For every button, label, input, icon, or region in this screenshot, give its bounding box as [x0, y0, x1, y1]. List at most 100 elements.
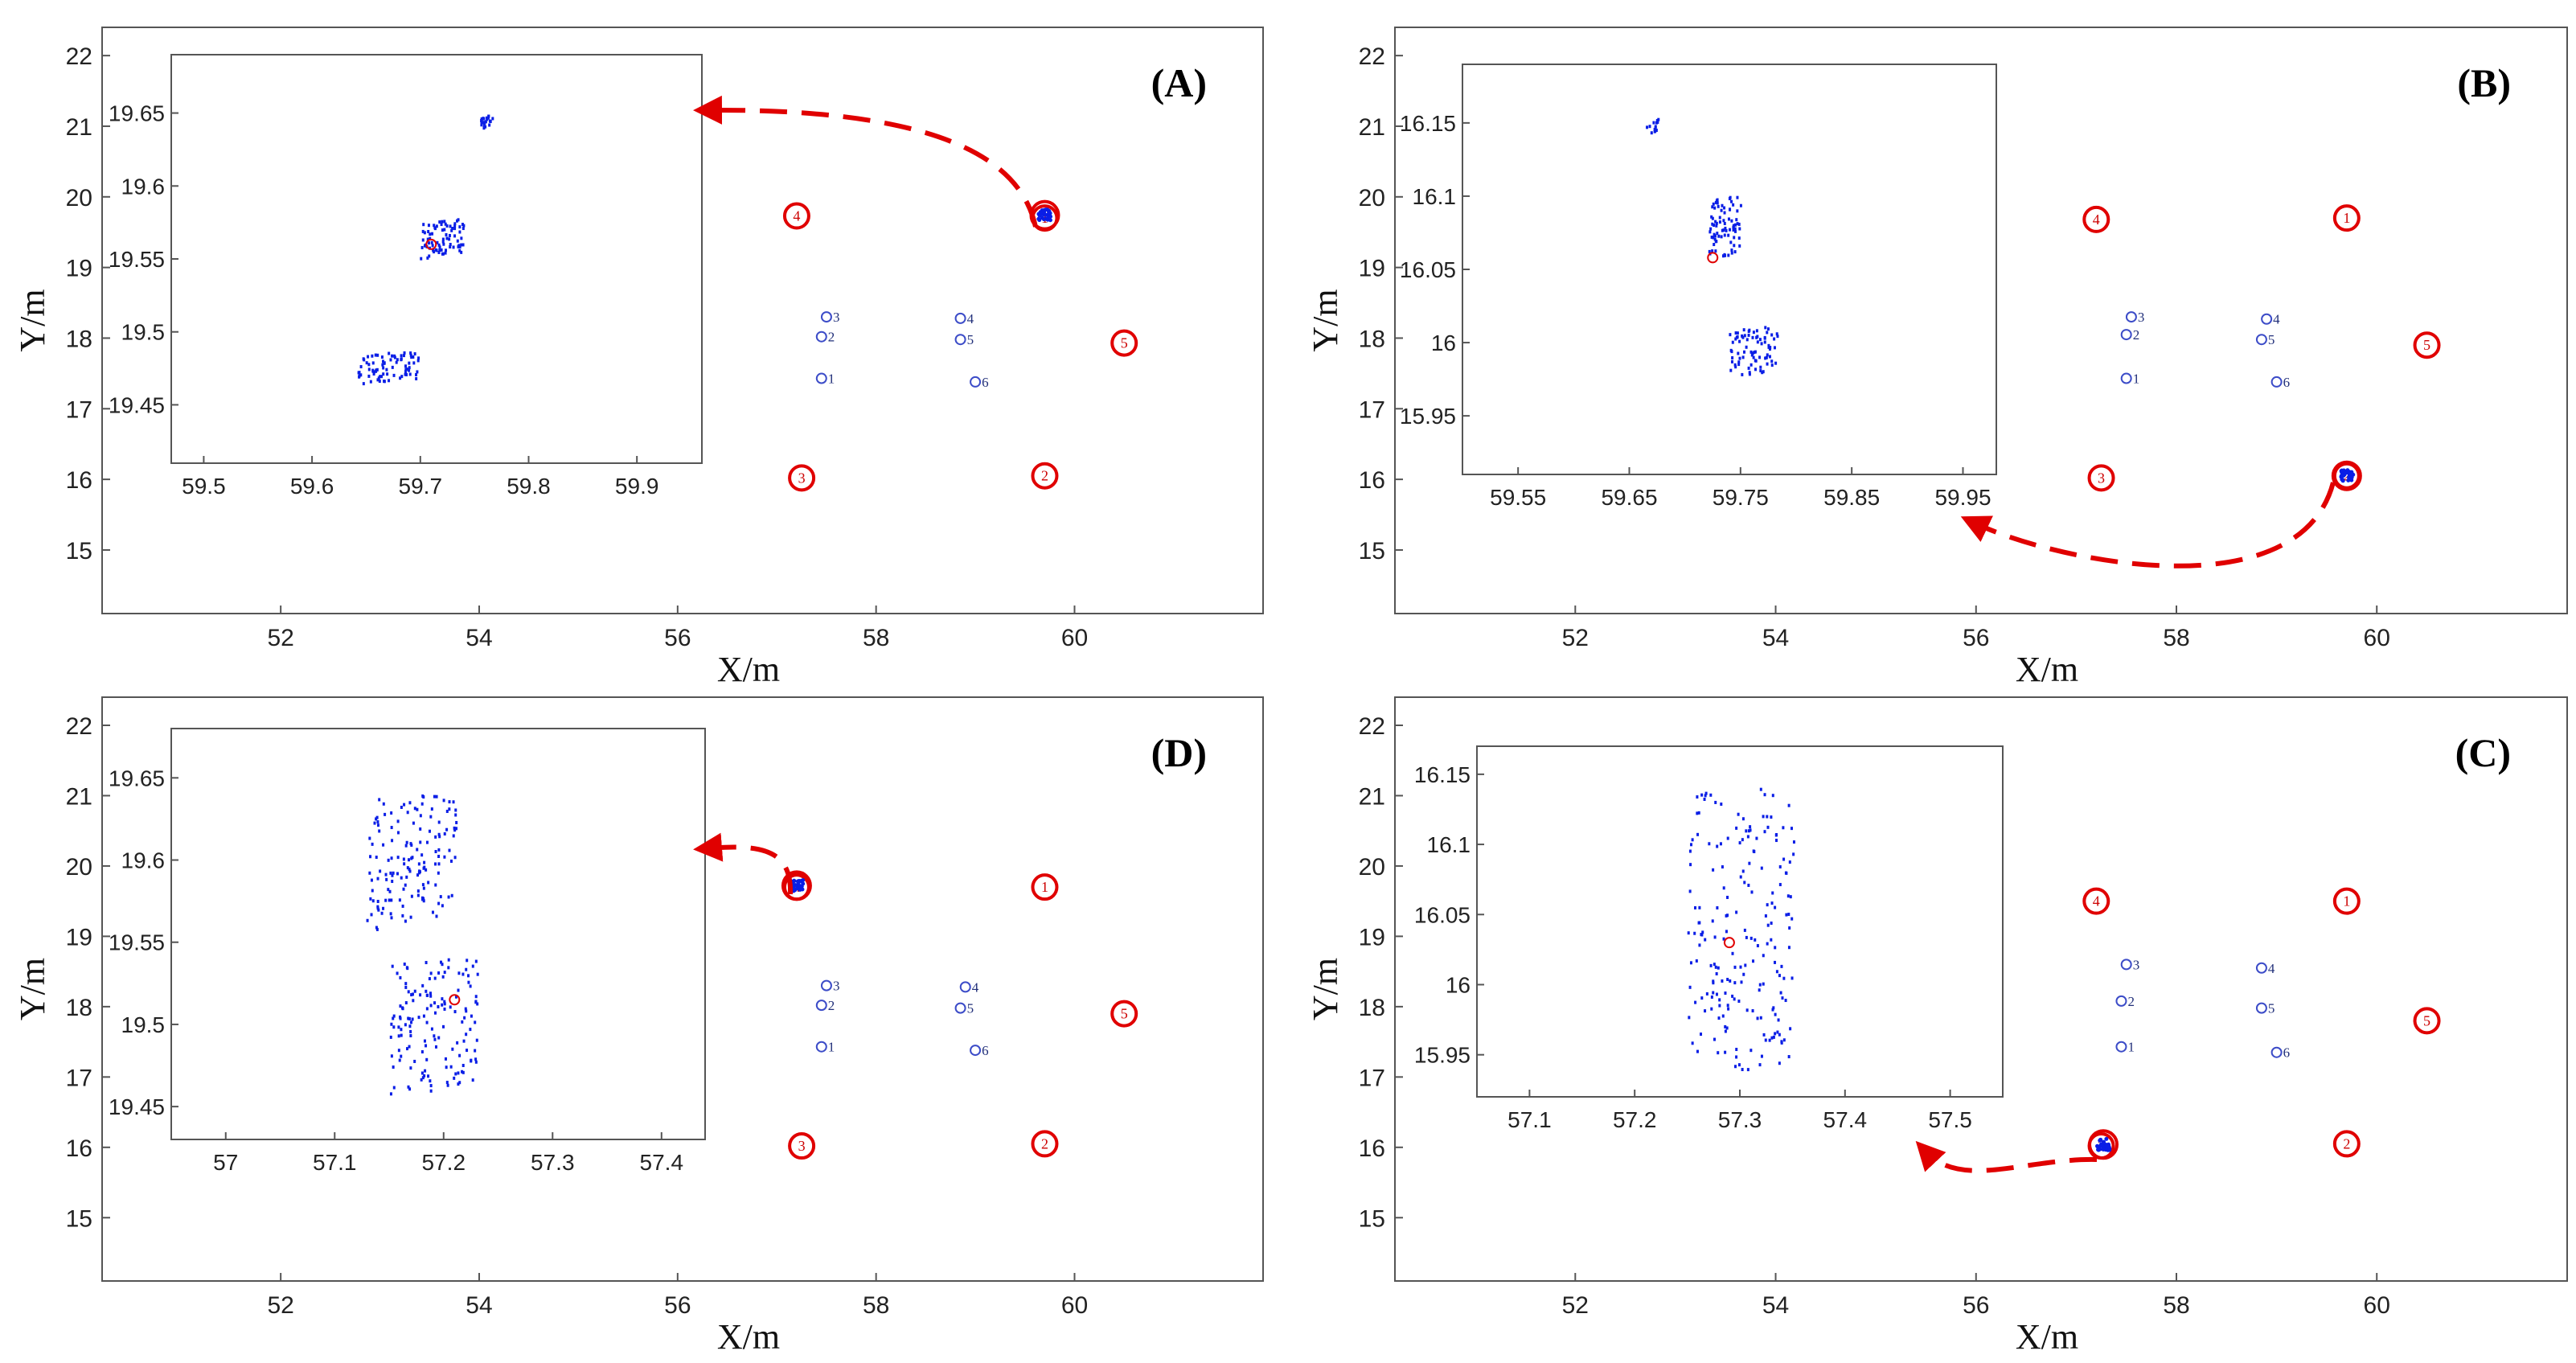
receiver-label: 1 [2127, 1040, 2135, 1055]
inset-sample-point [1726, 895, 1729, 899]
inset-sample-point [1705, 991, 1708, 996]
inset-sample-point [1758, 1063, 1762, 1067]
inset-sample-point [404, 883, 407, 887]
inset-sample-point [378, 380, 381, 384]
inset-sample-point [387, 858, 390, 862]
inset-sample-point [1696, 811, 1699, 815]
inset-y-tick-label: 19.55 [109, 930, 165, 955]
inset-sample-point [408, 1087, 412, 1091]
sample-point [2104, 1136, 2109, 1141]
inset-sample-point [1729, 207, 1732, 211]
inset-sample-point [426, 237, 429, 241]
y-tick-label: 15 [1359, 1205, 1385, 1232]
inset-sample-point [448, 848, 451, 852]
inset-sample-point [426, 256, 429, 260]
inset-sample-point [1749, 825, 1752, 829]
inset-sample-point [1716, 905, 1719, 909]
inset-sample-point [1732, 225, 1735, 229]
inset-sample-point [1762, 815, 1765, 819]
inset-sample-point [429, 1004, 433, 1008]
inset-sample-point [425, 961, 428, 965]
sample-point [2349, 475, 2354, 480]
inset-x-tick-label: 59.8 [507, 474, 551, 499]
inset-sample-point [1770, 359, 1774, 363]
x-tick-label: 56 [664, 1292, 691, 1319]
inset-sample-point [1749, 363, 1753, 367]
anchor-label: 2 [1041, 1135, 1048, 1152]
receiver-label: 5 [2268, 332, 2275, 347]
inset-sample-point [1782, 976, 1786, 980]
anchor-label: 1 [2343, 893, 2350, 909]
inset-true-position [449, 994, 461, 1006]
inset-sample-point [390, 1022, 393, 1026]
inset-sample-point [1721, 1014, 1725, 1018]
inset-sample-point [1695, 959, 1698, 963]
inset-sample-point [1731, 340, 1734, 344]
inset-sample-point [358, 371, 361, 375]
inset-sample-point [407, 990, 410, 994]
y-tick-label: 17 [1359, 396, 1385, 423]
inset-sample-point [1704, 938, 1707, 942]
inset-sample-point [1764, 326, 1767, 330]
anchor-label: 1 [2343, 210, 2350, 226]
inset-sample-point [1737, 1000, 1741, 1004]
inset-sample-point [1687, 931, 1690, 935]
inset-sample-point [1734, 1065, 1737, 1069]
inset-sample-point [1778, 883, 1782, 887]
inset-sample-point [1738, 244, 1741, 248]
inset-sample-point [1774, 960, 1777, 964]
inset-sample-point [423, 865, 426, 869]
inset-sample-point [422, 886, 425, 890]
inset-sample-point [1733, 981, 1737, 985]
inset-sample-point [1766, 353, 1769, 357]
inset-sample-point [1749, 350, 1753, 354]
inset-x-tick-label: 57.4 [640, 1150, 684, 1175]
inset-sample-point [1716, 201, 1719, 205]
inset-sample-point [408, 366, 411, 370]
inset-sample-point [1711, 216, 1714, 220]
receiver-marker [959, 981, 971, 993]
inset-sample-point [1718, 1004, 1721, 1008]
inset-sample-point [413, 989, 416, 993]
inset-sample-point [1717, 1016, 1721, 1020]
inset-sample-point [456, 1041, 459, 1045]
x-tick-label: 54 [1762, 1292, 1789, 1319]
inset-sample-point [427, 881, 430, 885]
x-tick-label: 52 [1562, 1292, 1589, 1319]
inset-sample-point [1778, 1033, 1781, 1037]
inset-sample-point [375, 856, 378, 860]
highlight-ring [781, 870, 812, 901]
inset-sample-point [422, 897, 425, 901]
inset-x-tick-label: 59.55 [1490, 485, 1546, 510]
inset-sample-point [431, 910, 434, 914]
inset-sample-point [454, 995, 457, 999]
anchor-marker [2332, 887, 2361, 915]
inset-sample-point [1729, 368, 1733, 372]
inset-sample-point [1770, 815, 1773, 819]
inset-sample-point [449, 1005, 452, 1009]
inset-sample-point [407, 1016, 410, 1020]
inset-plot: 59.55 59.65 59.75 59.85 59.95 15.95 16 16.05 16.… [1400, 64, 1997, 510]
inset-sample-point [450, 893, 453, 897]
x-axis-label: X/m [2016, 650, 2078, 689]
inset-sample-point [1714, 249, 1717, 253]
inset-sample-point [1694, 905, 1697, 909]
inset-sample-point [1733, 363, 1737, 367]
inset-sample-point [1755, 836, 1758, 840]
inset-y-tick-label: 16 [1446, 972, 1471, 997]
inset-sample-point [1689, 863, 1692, 867]
inset-sample-point [400, 375, 404, 379]
inset-sample-point [456, 219, 459, 223]
inset-sample-point [438, 835, 441, 839]
inset-sample-point [386, 372, 389, 376]
receiver-marker [2120, 329, 2132, 341]
receiver-label: 2 [828, 998, 835, 1013]
inset-sample-point [1748, 328, 1751, 332]
inset-sample-point [1743, 350, 1746, 354]
inset-x-tick-label: 59.5 [182, 474, 226, 499]
inset-sample-point [443, 220, 446, 224]
inset-sample-point [393, 355, 396, 359]
inset-sample-point [415, 376, 418, 380]
inset-sample-point [445, 809, 449, 813]
inset-sample-point [402, 887, 405, 891]
